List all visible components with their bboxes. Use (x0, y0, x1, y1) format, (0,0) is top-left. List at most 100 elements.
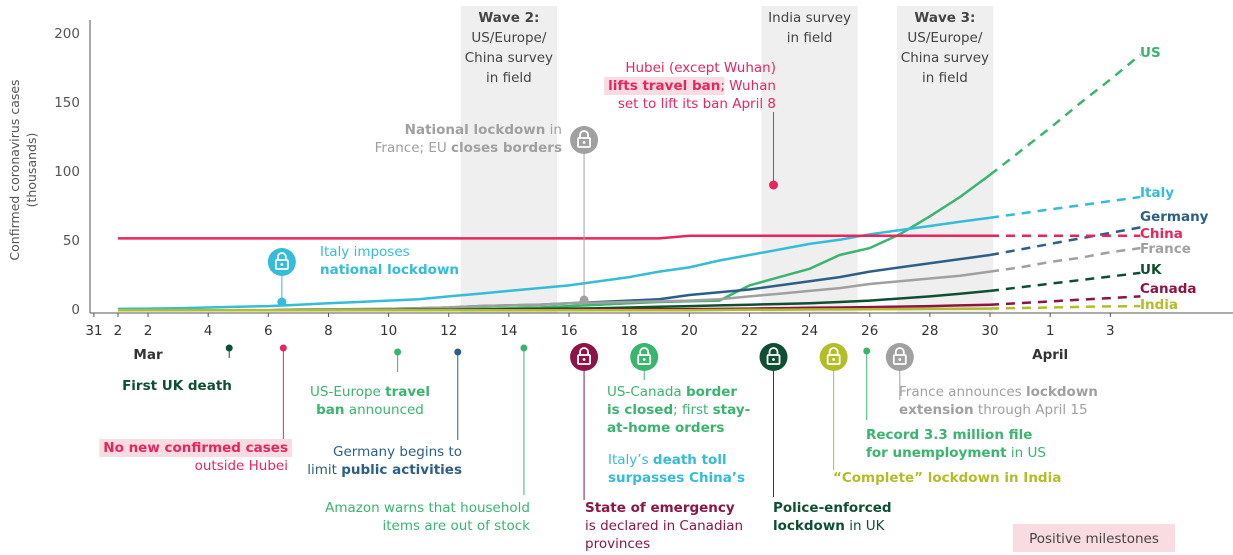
annotation-text: closes borders (451, 140, 562, 156)
annotation-line: India survey (768, 10, 851, 26)
event-dot (454, 348, 462, 356)
annotation-text: ; Wuhan (720, 78, 776, 94)
annotation-text: Italy imposes (320, 244, 410, 260)
annotation-line: Wave 2: (478, 10, 539, 26)
annotation-text: in UK (845, 518, 886, 534)
annotation-text: State of emergency (585, 500, 735, 516)
lock-keyhole (280, 263, 284, 266)
lock-shackle (579, 347, 589, 355)
annotation-text: limit (307, 462, 341, 478)
lock-keyhole (582, 358, 586, 361)
annotation-line: items are out of stock (383, 518, 531, 534)
annotation-text: lockdown (773, 518, 845, 534)
lock-icon (570, 343, 599, 371)
annotation-text: is closed (607, 402, 673, 418)
annotation-text: items are out of stock (383, 518, 531, 534)
survey-band (761, 6, 858, 313)
lock-body (577, 137, 591, 148)
y-axis-label: (thousands) (24, 133, 39, 208)
annotation-line: outside Hubei (195, 458, 288, 474)
annotation-text: ban (316, 402, 344, 418)
annotation-line: Wave 3: (914, 10, 975, 26)
x-group-label: Mar (133, 347, 163, 363)
lock-keyhole (898, 358, 902, 361)
annotation-line: limit public activities (307, 462, 462, 478)
annotation-text: death toll (653, 452, 727, 468)
annotation-line: is declared in Canadian (585, 518, 743, 534)
annotation-text: Hubei (except Wuhan) (625, 60, 776, 76)
series-label: China (1140, 226, 1183, 242)
x-tick-label: 3 (1106, 323, 1115, 339)
annotation-line: First UK death (122, 378, 232, 394)
lock-keyhole (642, 358, 646, 361)
y-tick-label: 0 (71, 302, 80, 318)
annotation-text: through April 15 (974, 402, 1088, 418)
x-tick-label: 30 (981, 323, 998, 339)
x-group-label: April (1032, 347, 1068, 363)
annotation-text: surpasses China’s (608, 470, 745, 486)
legend-box (1013, 524, 1175, 552)
lock-icon (267, 248, 296, 276)
annotation-text: outside Hubei (195, 458, 288, 474)
x-tick-label: 8 (324, 323, 333, 339)
x-tick-label: 31 (85, 323, 102, 339)
lock-body (637, 354, 652, 365)
y-tick-label: 50 (63, 233, 80, 249)
annotation-text: No new confirmed cases (103, 440, 288, 456)
series-label: France (1140, 241, 1191, 257)
annotation-text: lockdown (1026, 384, 1098, 400)
annotation-line: National lockdown in (405, 122, 562, 138)
annotation-line: extension through April 15 (899, 402, 1088, 418)
annotation-text: France announces (899, 384, 1026, 400)
annotation-text: in field (922, 70, 968, 86)
annotation-text: “Complete” lockdown in India (833, 470, 1061, 486)
annotation-text: Amazon warns that household (325, 500, 530, 516)
annotation-text: national lockdown (320, 262, 459, 278)
lock-body (577, 354, 591, 365)
y-tick-label: 100 (54, 164, 80, 180)
event-dot (520, 344, 528, 352)
annotation-line: in field (787, 30, 833, 46)
x-tick-label: 28 (921, 323, 938, 339)
annotation-text: extension (899, 402, 974, 418)
annotation-text: India survey (768, 10, 851, 26)
series-projection (989, 53, 1142, 176)
event-dot (225, 344, 233, 352)
annotation-text: National lockdown (405, 122, 546, 138)
x-tick-label: 1 (1046, 323, 1055, 339)
annotation-line: US-Europe travel (310, 384, 430, 400)
series-projection (989, 271, 1141, 293)
x-tick-label: 2 (144, 323, 153, 339)
annotation-text: provinces (585, 536, 650, 552)
highlight (99, 439, 292, 457)
series-line (117, 216, 991, 311)
annotation-line: “Complete” lockdown in India (833, 470, 1061, 486)
lock-keyhole (582, 141, 586, 144)
annotation-line: State of emergency (585, 500, 735, 516)
annotation-line: Amazon warns that household (325, 500, 530, 516)
annotation-text: for unemployment (866, 445, 1007, 461)
event-dot (863, 347, 871, 355)
annotation-text: Germany begins to (333, 444, 462, 460)
annotation-line: France announces lockdown (899, 384, 1098, 400)
annotation-line: Record 3.3 million file (866, 427, 1032, 443)
annotation-text: Italy’s (608, 452, 653, 468)
annotation-text: at-home orders (607, 420, 724, 436)
legend-text: Positive milestones (1029, 531, 1159, 547)
annotation-text: US-Europe (310, 384, 385, 400)
annotation-line: No new confirmed cases (103, 440, 288, 456)
annotation-text: lifts travel ban (608, 78, 720, 94)
x-tick-label: 16 (560, 323, 577, 339)
x-tick-label: 4 (204, 323, 213, 339)
series-line (118, 307, 991, 312)
x-tick-label: 22 (741, 323, 758, 339)
annotation-text: in US (1007, 445, 1046, 461)
annotation-line: in field (922, 70, 968, 86)
x-tick-label: 12 (440, 323, 457, 339)
annotation-line: France; EU closes borders (375, 140, 562, 156)
annotation-line: set to lift its ban April 8 (618, 96, 776, 112)
series-projection (989, 304, 1141, 310)
lock-shackle (828, 347, 839, 355)
annotation-text: China survey (901, 50, 989, 66)
